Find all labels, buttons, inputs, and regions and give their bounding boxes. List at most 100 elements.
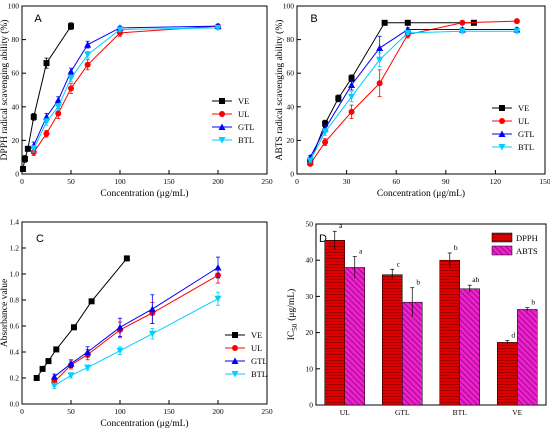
legend-item: GTL [225, 356, 268, 366]
data-point [404, 29, 412, 37]
series-ve [33, 255, 130, 381]
bar-dpph [324, 240, 345, 406]
data-point [84, 61, 91, 68]
legend-marker [219, 98, 225, 104]
data-point [116, 323, 124, 331]
data-point [322, 120, 329, 127]
x-tick-label: 50 [67, 177, 75, 186]
legend-marker [498, 144, 506, 151]
series-btl [50, 291, 222, 390]
y-tick-label: 40 [12, 102, 20, 111]
legend-marker [498, 130, 506, 137]
legend-label: BTL [238, 135, 254, 145]
x-tick-label: 50 [67, 407, 75, 416]
plot-frame [21, 221, 268, 405]
data-point [53, 346, 60, 353]
legend-marker [231, 357, 239, 364]
data-point [214, 24, 222, 32]
legend-item: VE [225, 330, 262, 340]
data-point [116, 26, 124, 34]
data-point [123, 255, 130, 262]
legend-label: GTL [518, 129, 535, 139]
legend-item: BTL [225, 369, 267, 379]
data-point [348, 81, 356, 88]
panel-c: 0.0 0.2 0.4 0.6 0.8 1.0 1.2 1.4 0 50 100 150 200 250 C… [0, 218, 273, 430]
series-line [309, 22, 474, 163]
y-tick-label: 1.4 [10, 218, 20, 227]
x-tick-label: 200 [212, 407, 224, 416]
data-point [376, 80, 383, 87]
data-point [321, 129, 329, 136]
x-tick-label: 100 [114, 177, 126, 186]
y-axis-label: DPPH radical scavenging ability (%) [0, 20, 10, 161]
y-tick-label: 0 [15, 170, 19, 179]
data-point [335, 95, 342, 102]
legend-item: GTL [212, 122, 255, 132]
legend-item: UL [492, 116, 529, 126]
x-tick-label: 0 [20, 177, 24, 186]
series-line [309, 20, 517, 165]
data-point [214, 295, 222, 303]
x-tick-label: 250 [261, 177, 273, 186]
series-ve [19, 22, 74, 172]
x-tick-label: 150 [163, 177, 175, 186]
x-tick-label: 200 [212, 177, 224, 186]
y-tick-label: 0 [290, 170, 294, 179]
y-tick-label: 0.8 [10, 296, 20, 305]
data-point [148, 305, 156, 313]
panel-letter: B [310, 13, 317, 25]
x-tick-label: BTL [453, 408, 468, 417]
data-point [70, 324, 77, 331]
data-point [376, 44, 384, 51]
y-axis-label: ABTS radical scavenging ability (%) [274, 20, 285, 161]
legend-item: VE [212, 96, 249, 106]
legend-label: UL [518, 116, 529, 126]
y-tick-label: 80 [12, 35, 20, 44]
data-point [24, 145, 31, 152]
data-point [348, 75, 355, 82]
legend-item: UL [225, 343, 262, 353]
bar-abts [402, 301, 423, 406]
legend-label: UL [251, 343, 262, 353]
x-tick-label: GTL [395, 408, 410, 417]
bar-dpph [439, 259, 460, 406]
y-tick-label: 0.0 [10, 400, 20, 409]
data-point [88, 298, 95, 305]
y-tick-label: 10 [306, 364, 314, 373]
data-point [376, 56, 384, 64]
legend-item: GTL [492, 129, 535, 139]
significance-label: a [359, 247, 363, 256]
data-point [39, 365, 46, 372]
x-axis-label: Concentration (μg/mL) [100, 188, 188, 199]
data-point [67, 68, 75, 75]
legend-label: ABTS [516, 246, 538, 256]
y-axis-label: Absorbance value [0, 279, 10, 347]
y-tick-label: 20 [12, 136, 20, 145]
data-point [84, 364, 92, 372]
y-tick-label: 30 [306, 292, 314, 301]
data-point [68, 85, 74, 92]
legend-swatch [491, 232, 513, 243]
data-point [148, 330, 156, 338]
legend-marker [232, 332, 238, 338]
legend-label: GTL [251, 356, 268, 366]
x-tick-label: 120 [490, 177, 502, 186]
legend-marker [231, 371, 239, 378]
x-tick-label: 150 [163, 407, 175, 416]
series-gtl [306, 26, 521, 161]
legend-marker [218, 123, 226, 130]
x-tick-label: 30 [343, 177, 351, 186]
legend-item: DPPH [491, 232, 538, 243]
y-tick-label: 50 [306, 220, 314, 229]
y-axis-label-main: IC [287, 331, 297, 341]
legend-marker [232, 345, 238, 351]
bar-dpph [382, 274, 403, 406]
x-tick-label: 90 [442, 177, 450, 186]
legend-marker [219, 111, 225, 117]
legend-label: BTL [518, 142, 534, 152]
y-tick-label: 80 [287, 35, 295, 44]
data-point [67, 75, 75, 82]
data-point [21, 155, 28, 162]
x-tick-label: 100 [114, 407, 126, 416]
